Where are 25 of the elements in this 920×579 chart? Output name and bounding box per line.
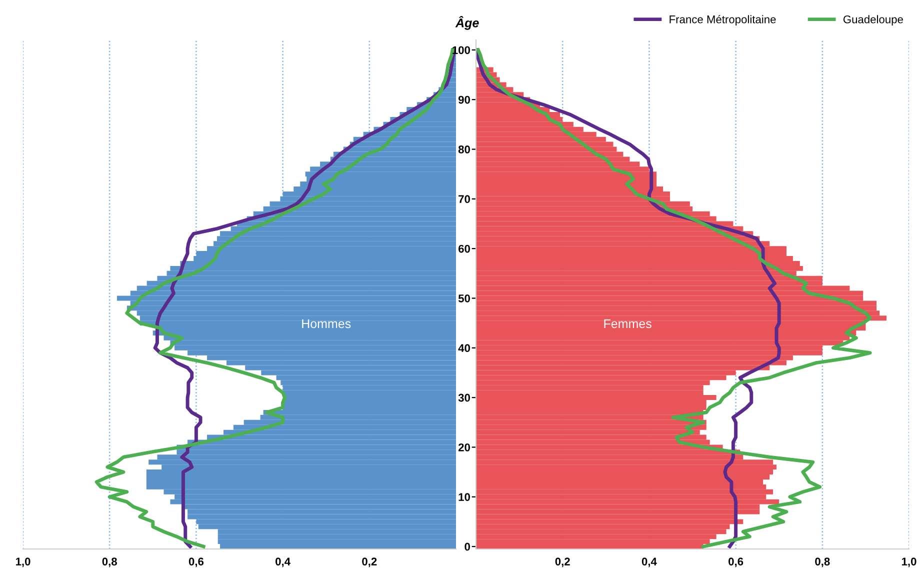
y-tick-label: 10 (458, 493, 470, 501)
legend-label: France Métropolitaine (670, 15, 776, 26)
series-label: Femmes (604, 319, 652, 328)
y-tick-label: 20 (458, 443, 470, 452)
legend-label: Guadeloupe (843, 15, 903, 26)
y-tick-label: 0 (464, 542, 470, 551)
y-tick-label: 70 (458, 195, 470, 204)
series-label: Hommes (302, 319, 351, 328)
x-tick-label: 0,2 (362, 558, 377, 568)
y-tick-label: 30 (458, 394, 470, 402)
x-tick-label: 0,6 (188, 558, 204, 568)
x-tick-label: 0,6 (728, 558, 744, 568)
x-tick-label: 0,2 (555, 558, 570, 568)
y-tick-label: 40 (458, 344, 470, 352)
y-tick-label: 50 (458, 294, 470, 302)
y-tick-label: 60 (458, 244, 470, 253)
x-tick-label: 1,0 (902, 558, 916, 568)
y-tick-label: 80 (458, 146, 470, 154)
x-tick-label: 0,4 (276, 558, 290, 568)
x-tick-label: 0,4 (642, 558, 657, 568)
x-tick-label: 0,8 (815, 558, 830, 568)
x-tick-label: 1,0 (16, 558, 30, 568)
y-tick-label: 90 (458, 96, 470, 104)
x-tick-label: 0,8 (102, 558, 117, 568)
y-axis-title: Âge (455, 16, 479, 30)
